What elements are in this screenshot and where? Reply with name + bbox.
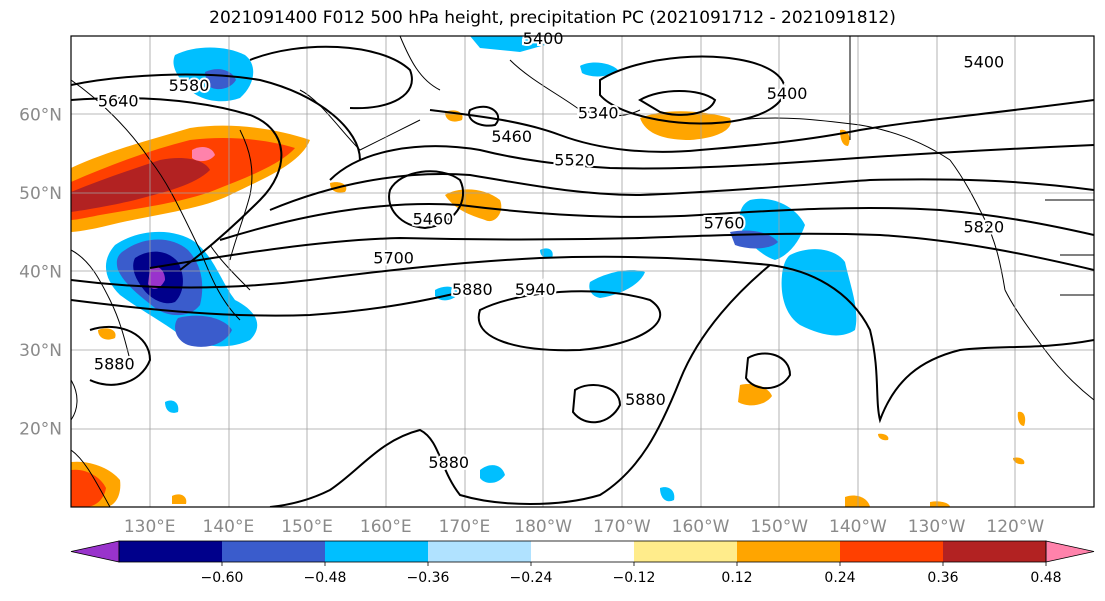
colorbar-tick-label: −0.12 (613, 570, 656, 586)
colorbar-segment (943, 541, 1046, 562)
contour-label: 5880 (94, 355, 135, 374)
lon-tick-label: 160°W (672, 517, 730, 537)
contour-label: 5880 (625, 390, 666, 409)
map-frame (70, 35, 1095, 508)
colorbar-tick-label: −0.24 (510, 570, 553, 586)
colorbar-tick-label: 0.48 (1030, 570, 1061, 586)
lon-tick-label: 140°E (203, 517, 255, 537)
lon-tick-label: 180°W (514, 517, 572, 537)
contour-labels: 5580 5640 5400 5340 5460 5520 5400 5400 5460 5760… (92, 27, 1006, 474)
contour-label: 5880 (428, 453, 469, 472)
map-title: 2021091400 F012 500 hPa height, precipit… (209, 8, 896, 28)
contour-label: 5940 (515, 280, 556, 299)
contour-label: 5400 (523, 29, 564, 48)
colorbar-frame (118, 540, 1047, 563)
contour-label: 5640 (98, 92, 139, 111)
contour-label: 5340 (578, 103, 619, 122)
colorbar-segment (119, 541, 222, 562)
contour-label: 5460 (491, 127, 532, 146)
colorbar-segment (222, 541, 325, 562)
colorbar-segment (428, 541, 531, 562)
height-contours (71, 45, 1094, 507)
colorbar-segment (634, 541, 737, 562)
longitude-tick-labels: 130°E 140°E 150°E 160°E 170°E 180°W 170°W 160°W… (124, 517, 1045, 537)
colorbar-segment (325, 541, 428, 562)
contour-label: 5700 (373, 249, 414, 268)
graticule (71, 36, 1094, 507)
colorbar-tick-label: −0.60 (201, 570, 244, 586)
colorbar-segment (531, 541, 634, 562)
colorbar-tick-label: 0.12 (721, 570, 752, 586)
lon-tick-label: 150°E (281, 517, 333, 537)
colorbar: −0.60 −0.48 −0.36 −0.24 −0.12 0.12 0.24 0.36 0.4… (70, 540, 1095, 586)
lat-tick-label: 40°N (19, 263, 62, 283)
lat-tick-label: 20°N (19, 420, 62, 440)
colorbar-segment (840, 541, 943, 562)
colorbar-tick-label: −0.48 (304, 570, 347, 586)
colorbar-segment (737, 541, 840, 562)
contour-label: 5520 (554, 151, 595, 170)
latitude-tick-labels: 60°N 50°N 40°N 30°N 20°N (19, 106, 62, 440)
contour-label: 5580 (169, 76, 210, 95)
lon-tick-label: 130°E (124, 517, 176, 537)
lat-tick-label: 50°N (19, 184, 62, 204)
lon-tick-label: 160°E (360, 517, 412, 537)
lon-tick-label: 120°W (986, 517, 1044, 537)
contour-label: 5460 (413, 209, 454, 228)
lon-tick-label: 140°W (829, 517, 887, 537)
colorbar-tick-label: 0.24 (824, 570, 855, 586)
lon-tick-label: 130°W (908, 517, 966, 537)
colorbar-extend-high (1045, 540, 1095, 563)
colorbar-tick-label: 0.36 (927, 570, 958, 586)
lon-tick-label: 150°W (750, 517, 808, 537)
contour-label: 5820 (963, 217, 1004, 236)
colorbar-extend-low (70, 540, 120, 563)
lon-tick-label: 170°E (439, 517, 491, 537)
contour-label: 5880 (452, 280, 493, 299)
contour-label: 5400 (963, 52, 1004, 71)
lat-tick-label: 30°N (19, 341, 62, 361)
contour-label: 5760 (704, 213, 745, 232)
contour-label: 5400 (767, 84, 808, 103)
lat-tick-label: 60°N (19, 106, 62, 126)
lon-tick-label: 170°W (593, 517, 651, 537)
colorbar-tick-label: −0.36 (407, 570, 450, 586)
